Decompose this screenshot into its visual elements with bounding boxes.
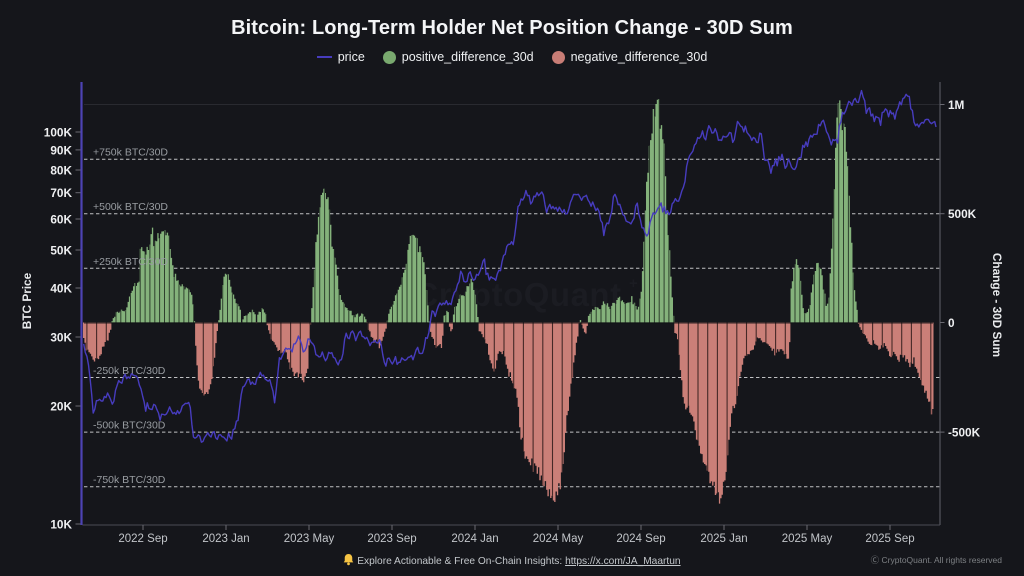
svg-text:0: 0 — [948, 316, 955, 330]
svg-text:2025 Jan: 2025 Jan — [700, 533, 747, 545]
svg-text:2024 Jan: 2024 Jan — [451, 533, 498, 545]
svg-text:2023 Sep: 2023 Sep — [367, 533, 416, 545]
svg-text:+500k BTC/30D: +500k BTC/30D — [93, 201, 168, 213]
svg-text:Change - 30D Sum: Change - 30D Sum — [990, 253, 1004, 357]
svg-text:BTC Price: BTC Price — [20, 272, 34, 329]
svg-text:-500K: -500K — [948, 426, 981, 440]
svg-text:10K: 10K — [50, 517, 72, 531]
svg-text:-500k BTC/30D: -500k BTC/30D — [93, 420, 166, 432]
svg-text:CryptoQuant: CryptoQuant — [414, 276, 621, 313]
svg-text:2025 Sep: 2025 Sep — [865, 533, 914, 545]
svg-text:2023 Jan: 2023 Jan — [202, 533, 249, 545]
svg-text:100K: 100K — [44, 125, 73, 139]
svg-text:2022 Sep: 2022 Sep — [118, 533, 167, 545]
svg-text:80K: 80K — [50, 163, 72, 177]
svg-text:-750k BTC/30D: -750k BTC/30D — [93, 474, 166, 486]
svg-text:500K: 500K — [948, 207, 977, 221]
svg-text:-250k BTC/30D: -250k BTC/30D — [93, 365, 166, 377]
svg-text:40K: 40K — [50, 281, 72, 295]
svg-text:30K: 30K — [50, 330, 72, 344]
svg-text:2023 May: 2023 May — [284, 533, 335, 545]
svg-text:90K: 90K — [50, 143, 72, 157]
svg-text:2024 May: 2024 May — [533, 533, 584, 545]
svg-text:+: + — [629, 275, 638, 292]
svg-text:20K: 20K — [50, 399, 72, 413]
svg-text:2025 May: 2025 May — [782, 533, 833, 545]
svg-text:60K: 60K — [50, 212, 72, 226]
svg-text:50K: 50K — [50, 243, 72, 257]
svg-text:+250k BTC/30D: +250k BTC/30D — [93, 256, 168, 268]
svg-text:1M: 1M — [948, 98, 965, 112]
svg-text:+750k BTC/30D: +750k BTC/30D — [93, 147, 168, 159]
svg-text:70K: 70K — [50, 186, 72, 200]
svg-text:2024 Sep: 2024 Sep — [616, 533, 665, 545]
